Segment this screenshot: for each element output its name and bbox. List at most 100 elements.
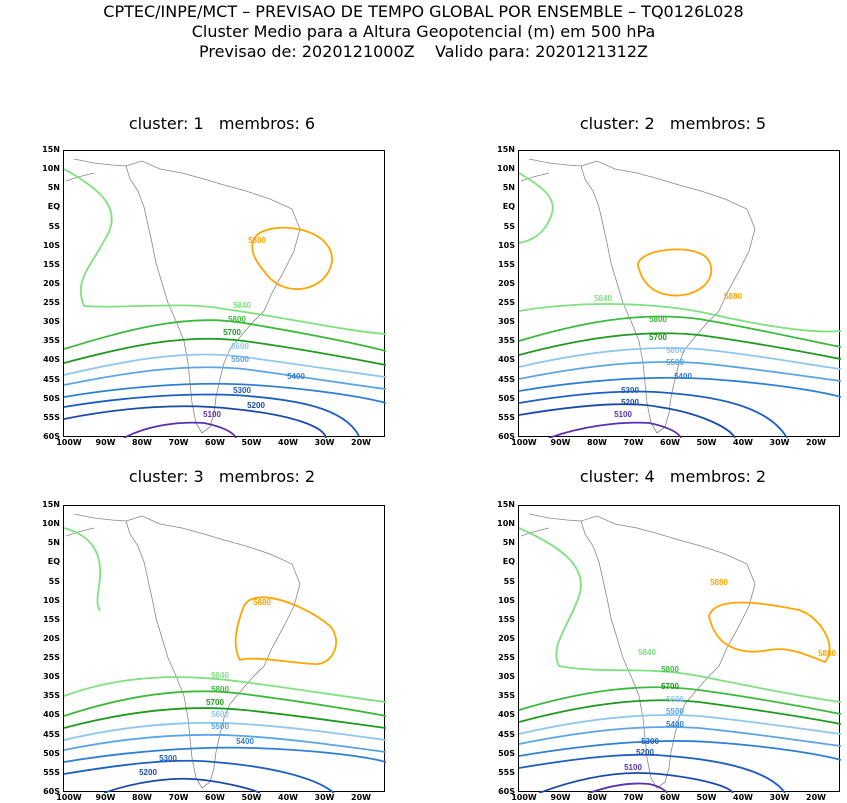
lat-tick-label: 35S xyxy=(43,691,60,701)
lon-tick-label: 40W xyxy=(733,793,753,802)
contour-label: 5300 xyxy=(159,754,177,763)
lat-tick-label: 10S xyxy=(43,240,60,250)
panel-4-map: 5880 5880 5840 5800 5700 5600 5500 5400 5300 5200… xyxy=(518,505,841,793)
contour-5700 xyxy=(64,707,386,729)
lat-tick-label: 55S xyxy=(498,767,515,777)
contour-label: 5400 xyxy=(674,372,692,381)
contour-label: 5500 xyxy=(231,355,249,364)
panel-2-map: 5880 5840 5800 5700 5600 5500 5400 5300 5200 5100 xyxy=(518,150,841,438)
lat-tick-label: 5S xyxy=(48,576,60,586)
contour-5400 xyxy=(519,376,841,398)
lat-tick-label: 50S xyxy=(43,748,60,758)
lon-tick-label: 100W xyxy=(511,793,537,802)
contour-5400 xyxy=(64,746,386,763)
lat-tick-label: 5S xyxy=(503,576,515,586)
contour-label: 5300 xyxy=(641,737,659,746)
lat-tick-label: 15S xyxy=(498,614,515,624)
lon-tick-label: 20W xyxy=(806,793,826,802)
lat-tick-label: 45S xyxy=(498,374,515,384)
contour-5840 xyxy=(519,527,841,703)
lat-tick-label: EQ xyxy=(47,557,60,567)
header-line-1: CPTEC/INPE/MCT – PREVISAO DE TEMPO GLOBA… xyxy=(103,2,744,21)
contour-5200 xyxy=(64,405,327,438)
contour-label: 5840 xyxy=(233,301,251,310)
lat-tick-label: 40S xyxy=(498,355,515,365)
lon-tick-label: 70W xyxy=(623,438,644,447)
contour-5400 xyxy=(64,382,386,404)
contour-label: 5500 xyxy=(666,707,684,716)
lat-tick-label: 15S xyxy=(43,614,60,624)
lon-tick-label: 60W xyxy=(660,438,680,447)
lon-tick-label: 30W xyxy=(769,793,790,802)
lat-tick-label: 25S xyxy=(43,653,60,663)
central-america-outline xyxy=(520,513,582,537)
lat-tick-label: 55S xyxy=(43,767,60,777)
lat-tick-label: 5N xyxy=(47,538,60,548)
contour-5200 xyxy=(538,772,734,793)
lat-tick-label: 20S xyxy=(498,633,515,643)
lat-tick-label: 30S xyxy=(498,317,515,327)
lat-tick-label: 10S xyxy=(43,595,60,605)
lon-tick-label: 90W xyxy=(550,793,571,802)
lon-tick-label: 40W xyxy=(278,438,298,447)
lat-tick-label: 60S xyxy=(43,432,60,441)
lon-tick-label: 50W xyxy=(241,793,262,802)
lon-tick-label: 70W xyxy=(168,793,189,802)
header-line-2: Cluster Medio para a Altura Geopotencial… xyxy=(191,22,656,41)
lat-tick-label: 25S xyxy=(498,298,515,308)
contour-label: 5600 xyxy=(231,342,249,351)
contour-5800 xyxy=(519,315,841,348)
contour-label: 5200 xyxy=(636,748,654,757)
contour-label: 5400 xyxy=(666,720,684,729)
lon-tick-label: 100W xyxy=(511,438,537,447)
lat-tick-label: 55S xyxy=(498,412,515,422)
contour-5300 xyxy=(64,759,335,793)
lat-tick-label: EQ xyxy=(47,202,60,212)
lat-tick-label: 25S xyxy=(498,653,515,663)
contour-5800 xyxy=(64,690,386,717)
contour-5700 xyxy=(519,699,841,725)
contour-5840 xyxy=(64,168,386,335)
contour-label: 5880 xyxy=(818,649,836,658)
contour-5800 xyxy=(64,319,386,352)
contour-label: 5880 xyxy=(248,236,266,245)
contour-label: 5500 xyxy=(666,358,684,367)
lat-tick-label: 15S xyxy=(498,259,515,269)
panel-3-title: cluster: 3 membros: 2 xyxy=(128,467,316,486)
contour-label: 5800 xyxy=(661,665,679,674)
continent-outline xyxy=(580,515,756,789)
lon-tick-label: 20W xyxy=(806,438,826,447)
panel-2-map-svg: 5880 5840 5800 5700 5600 5500 5400 5300 5200 5100 xyxy=(519,158,841,438)
lat-tick-label: 15N xyxy=(497,500,515,509)
lat-tick-label: 5N xyxy=(47,183,60,193)
contour-label: 5800 xyxy=(228,315,246,324)
contour-5700 xyxy=(519,332,841,360)
lat-tick-label: 15N xyxy=(42,145,60,154)
lat-tick-label: 30S xyxy=(43,672,60,682)
lon-tick-label: 60W xyxy=(205,793,225,802)
contour-5700 xyxy=(64,337,386,366)
contour-label: 5400 xyxy=(287,372,305,381)
contour-5880 xyxy=(708,601,831,664)
contour-label: 5500 xyxy=(211,722,229,731)
contour-label: 5700 xyxy=(661,682,679,691)
lat-tick-label: 10N xyxy=(497,164,515,174)
panel-3-map: 5880 5840 5800 5700 5600 5500 5400 5300 5200 xyxy=(63,505,386,793)
lon-tick-label: 80W xyxy=(587,438,607,447)
contour-5100 xyxy=(548,421,682,438)
lat-tick-label: 50S xyxy=(43,393,60,403)
contour-5800 xyxy=(519,686,841,715)
contour-label: 5700 xyxy=(649,333,667,342)
contour-5600 xyxy=(64,721,386,741)
contour-label: 5880 xyxy=(724,292,742,301)
lat-tick-label: 15N xyxy=(497,145,515,154)
lat-tick-label: 50S xyxy=(498,748,515,758)
contour-label: 5800 xyxy=(649,315,667,324)
contour-5880 xyxy=(637,248,713,297)
lat-tick-label: 60S xyxy=(498,432,515,441)
contour-label: 5840 xyxy=(638,648,656,657)
contour-label: 5300 xyxy=(233,386,251,395)
lat-tick-label: 15N xyxy=(42,500,60,509)
contour-label: 5840 xyxy=(594,294,612,303)
lat-tick-label: EQ xyxy=(502,557,515,567)
